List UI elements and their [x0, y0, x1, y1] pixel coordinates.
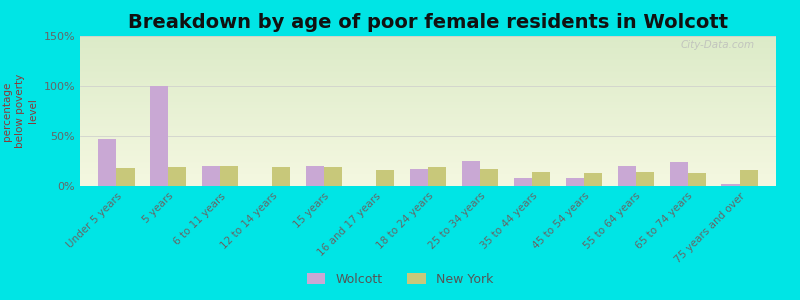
Title: Breakdown by age of poor female residents in Wolcott: Breakdown by age of poor female resident… — [128, 13, 728, 32]
Bar — [202, 166, 220, 186]
Bar — [376, 170, 394, 186]
Bar — [532, 172, 550, 186]
Bar — [584, 173, 602, 186]
Bar — [98, 139, 116, 186]
Bar — [272, 167, 290, 186]
Bar — [462, 161, 480, 186]
Bar — [688, 173, 706, 186]
Bar — [514, 178, 532, 186]
Bar — [410, 169, 428, 186]
Bar — [324, 167, 342, 186]
Bar — [722, 184, 740, 186]
Bar — [116, 168, 134, 186]
Y-axis label: percentage
below poverty
level: percentage below poverty level — [2, 74, 38, 148]
Bar — [480, 169, 498, 186]
Bar — [428, 167, 446, 186]
Bar — [168, 167, 186, 186]
Bar — [670, 162, 688, 186]
Bar — [618, 166, 636, 186]
Bar — [566, 178, 584, 186]
Bar — [150, 86, 168, 186]
Bar — [740, 170, 758, 186]
Bar — [220, 166, 238, 186]
Legend: Wolcott, New York: Wolcott, New York — [302, 268, 498, 291]
Bar — [306, 166, 324, 186]
Text: City-Data.com: City-Data.com — [681, 40, 755, 50]
Bar — [636, 172, 654, 186]
